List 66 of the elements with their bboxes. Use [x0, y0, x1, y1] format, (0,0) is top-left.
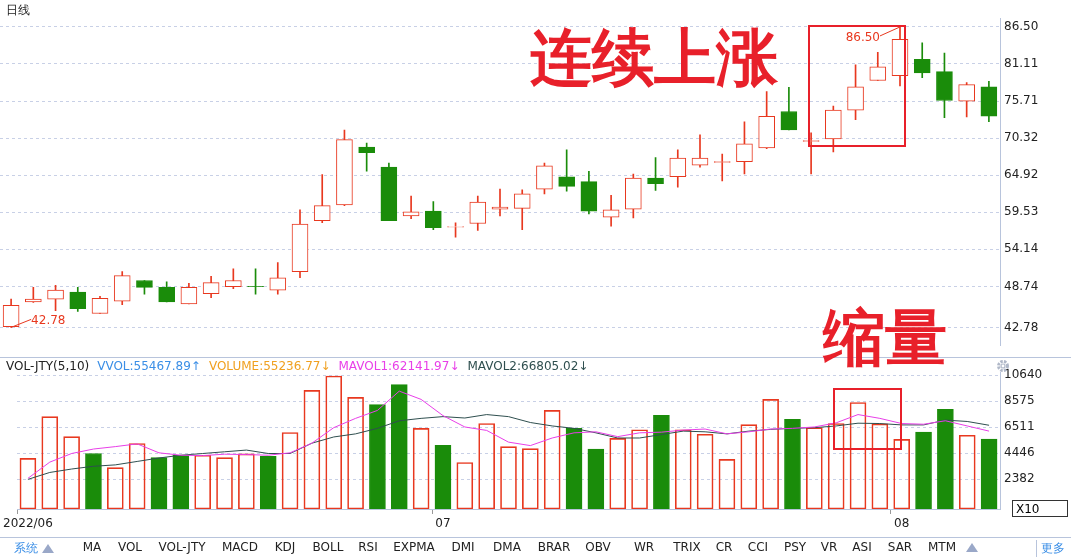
text: X10	[1012, 500, 1068, 517]
y-tick-label: 59.53	[1004, 204, 1039, 219]
bar	[259, 455, 277, 509]
annotation: 连续上涨	[530, 21, 778, 94]
bar	[369, 404, 386, 509]
annotation: 缩量	[823, 301, 947, 374]
text: ASI	[852, 540, 872, 554]
bar	[937, 409, 954, 509]
text: 系统	[14, 540, 39, 557]
y-tick-label: 64.92	[1004, 167, 1039, 182]
text: OBV	[585, 540, 611, 554]
bar	[565, 428, 583, 509]
text: MACD	[222, 540, 258, 554]
y-tick-label: 48.74	[1004, 278, 1039, 293]
y-tick-label: 6511	[1004, 419, 1035, 434]
bar	[915, 431, 932, 509]
bar	[587, 448, 605, 509]
text: BOLL	[312, 540, 344, 554]
y-tick-label: 10640	[1004, 367, 1043, 382]
bar	[980, 438, 998, 509]
y-tick-label: 86.50	[1004, 19, 1039, 34]
y-tick-label: 4446	[1004, 445, 1035, 460]
candlestick	[402, 195, 420, 219]
text: VR	[820, 540, 838, 554]
annotation: 86.50	[845, 29, 880, 44]
text: WR	[633, 540, 655, 554]
text: PSY	[783, 540, 807, 554]
text: VOL-JTY	[157, 540, 207, 554]
text: MTM	[927, 540, 957, 554]
y-tick-label: 81.11	[1004, 56, 1039, 71]
text: SAR	[887, 540, 913, 554]
x-tick-label: 07	[435, 516, 451, 531]
text: RSI	[358, 540, 378, 554]
text: EXPMA	[393, 540, 435, 554]
text: MA	[82, 540, 102, 554]
text: MAVOL1:62141.97↓	[338, 359, 460, 373]
bar	[85, 453, 102, 509]
text: CR	[715, 540, 733, 554]
text: CCI	[747, 540, 769, 554]
y-tick-label: 8575	[1004, 393, 1035, 408]
text: 更多	[1036, 540, 1065, 557]
y-tick-label: 42.78	[1004, 319, 1039, 334]
annotation: 42.78	[31, 313, 66, 328]
bar	[653, 414, 670, 509]
bar	[172, 454, 190, 509]
x-tick-label: 2022/06	[3, 516, 53, 531]
text: DMI	[451, 540, 475, 554]
bar	[390, 384, 408, 509]
bar	[434, 444, 452, 509]
annotation: VOLUME:55236.77↓	[208, 359, 331, 373]
annotation: VVOL:55467.89↑	[97, 359, 201, 373]
text: KDJ	[274, 540, 296, 554]
y-tick-label: 70.32	[1004, 130, 1039, 145]
bar	[784, 419, 801, 509]
text: MAVOL2:66805.02↓	[467, 359, 589, 373]
bar	[150, 457, 168, 509]
annotation: VOL-JTY(5,10)	[6, 359, 90, 373]
y-tick-label: 2382	[1004, 471, 1035, 486]
y-tick-label: 54.14	[1004, 241, 1039, 256]
text: 日线	[6, 2, 30, 19]
text: DMA	[493, 540, 521, 554]
x-tick-label: 08	[894, 516, 910, 531]
text: TRIX	[673, 540, 701, 554]
y-tick-label: 75.71	[1004, 93, 1039, 108]
text: BRAR	[537, 540, 571, 554]
text: VOL	[117, 540, 143, 554]
